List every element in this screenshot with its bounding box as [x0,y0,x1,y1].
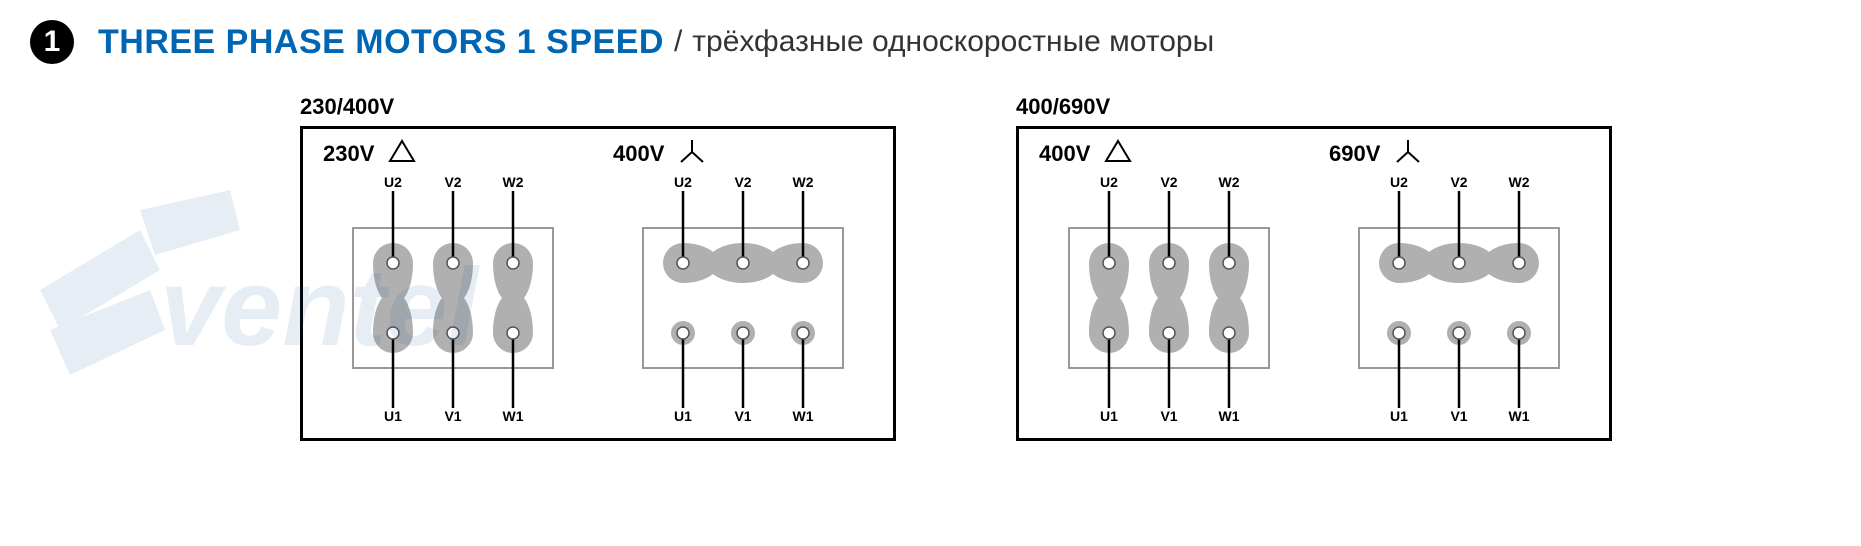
svg-text:U1: U1 [384,408,402,423]
section-number: 1 [44,25,61,59]
group-label: 230/400V [300,94,896,120]
group-label: 400/690V [1016,94,1612,120]
panel-voltage: 400V [1039,141,1090,167]
svg-text:V2: V2 [444,174,461,190]
group-box: 230V U2 U1 V2 V1 W2 W1 400V U2 U1 V2 V1 W2 W1 [300,126,896,441]
svg-text:W1: W1 [503,408,524,423]
svg-text:V1: V1 [1160,408,1177,423]
svg-text:W1: W1 [1219,408,1240,423]
svg-text:U2: U2 [384,174,402,190]
svg-text:V1: V1 [734,408,751,423]
svg-text:W1: W1 [1509,408,1530,423]
delta-icon [1104,139,1132,169]
svg-text:V2: V2 [1160,174,1177,190]
wiring-diagram-star: U2 U1 V2 V1 W2 W1 [1329,173,1589,423]
panel-header: 400V [613,139,873,169]
wiring-diagram-delta: U2 U1 V2 V1 W2 W1 [1039,173,1299,423]
wiring-panel-star: 690V U2 U1 V2 V1 W2 W1 [1329,139,1589,428]
panel-voltage: 690V [1329,141,1380,167]
panel-header: 230V [323,139,583,169]
section-number-badge: 1 [30,20,74,64]
star-icon [678,138,706,170]
panel-voltage: 400V [613,141,664,167]
svg-text:W2: W2 [503,174,524,190]
title-separator: / [674,25,682,59]
wiring-panel-star: 400V U2 U1 V2 V1 W2 W1 [613,139,873,428]
svg-text:W2: W2 [793,174,814,190]
wiring-diagram-delta: U2 U1 V2 V1 W2 W1 [323,173,583,423]
wiring-diagram-star: U2 U1 V2 V1 W2 W1 [613,173,873,423]
wiring-groups: 230/400V 230V U2 U1 V2 V1 W2 W1 400V U2 U1 V2 V1… [0,94,1861,441]
svg-text:U1: U1 [1390,408,1408,423]
panel-header: 400V [1039,139,1299,169]
wiring-panel-delta: 400V U2 U1 V2 V1 W2 W1 [1039,139,1299,428]
svg-text:V1: V1 [1450,408,1467,423]
svg-text:U1: U1 [1100,408,1118,423]
delta-icon [388,139,416,169]
svg-text:V1: V1 [444,408,461,423]
panel-voltage: 230V [323,141,374,167]
svg-text:W2: W2 [1509,174,1530,190]
svg-text:U2: U2 [674,174,692,190]
section-header: 1 THREE PHASE MOTORS 1 SPEED / трёхфазны… [0,0,1861,64]
svg-text:U1: U1 [674,408,692,423]
voltage-group: 400/690V 400V U2 U1 V2 V1 W2 W1 690V U2 U1 V2 V1… [1016,94,1612,441]
title-english: THREE PHASE MOTORS 1 SPEED [98,23,664,62]
svg-text:W1: W1 [793,408,814,423]
svg-text:W2: W2 [1219,174,1240,190]
svg-text:U2: U2 [1390,174,1408,190]
panel-header: 690V [1329,139,1589,169]
svg-text:U2: U2 [1100,174,1118,190]
group-box: 400V U2 U1 V2 V1 W2 W1 690V U2 U1 V2 V1 W2 W1 [1016,126,1612,441]
svg-text:V2: V2 [734,174,751,190]
wiring-panel-delta: 230V U2 U1 V2 V1 W2 W1 [323,139,583,428]
voltage-group: 230/400V 230V U2 U1 V2 V1 W2 W1 400V U2 U1 V2 V1… [300,94,896,441]
title-russian: трёхфазные односкоростные моторы [692,25,1214,59]
star-icon [1394,138,1422,170]
svg-text:V2: V2 [1450,174,1467,190]
